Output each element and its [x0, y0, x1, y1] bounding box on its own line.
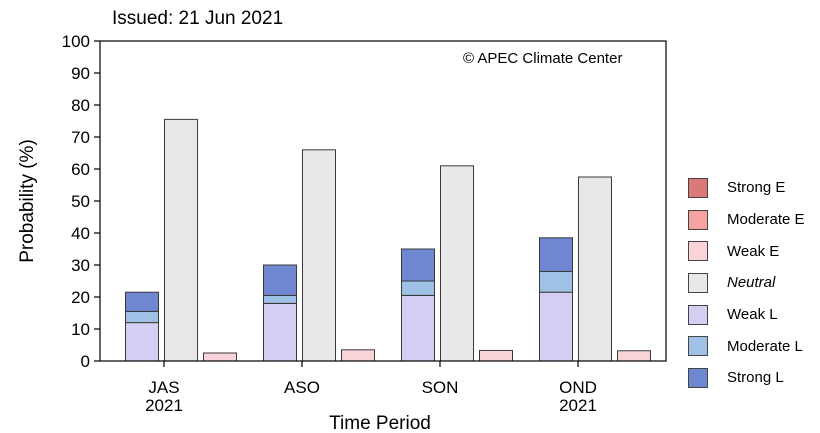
legend-label: Strong L [727, 369, 784, 387]
legend-swatch [688, 272, 708, 293]
x-tick-label: JAS [148, 378, 179, 397]
la-nina-bar-segment [401, 294, 435, 362]
legend-label: Moderate L [727, 337, 803, 355]
legend-swatch [688, 304, 708, 325]
legend-item-moderate-e: Moderate E [688, 204, 805, 236]
y-tick-label: 100 [62, 32, 90, 51]
legend-label: Weak L [727, 306, 778, 324]
la-nina-bar-segment [125, 322, 159, 362]
legend-swatch [688, 209, 708, 230]
y-tick-label: 20 [71, 288, 90, 307]
legend-swatch [688, 241, 708, 262]
legend-item-strong-e: Strong E [688, 172, 805, 204]
legend-label: Weak E [727, 242, 780, 260]
el-nino-bar-segment [341, 349, 375, 362]
la-nina-bar-segment [125, 310, 159, 324]
neutral-bar-segment [578, 176, 612, 362]
y-tick-label: 80 [71, 96, 90, 115]
legend-label: Moderate E [727, 211, 805, 229]
la-nina-bar-segment [263, 302, 297, 362]
legend-swatch [688, 336, 708, 357]
la-nina-bar-segment [539, 291, 573, 362]
x-axis-label: Time Period [329, 413, 431, 433]
neutral-bar-segment [164, 118, 198, 362]
y-tick-label: 30 [71, 256, 90, 275]
y-tick-label: 40 [71, 224, 90, 243]
neutral-bar-segment [440, 165, 474, 362]
legend-label: Strong E [727, 179, 786, 197]
la-nina-bar-segment [125, 291, 159, 312]
credit-text: © APEC Climate Center [463, 50, 623, 67]
neutral-bar-segment [302, 149, 336, 362]
la-nina-bar-segment [401, 280, 435, 296]
x-tick-label: OND [559, 378, 597, 397]
la-nina-bar-segment [401, 248, 435, 282]
legend-label: Neutral [727, 274, 776, 292]
x-tick-label: ASO [284, 378, 320, 397]
la-nina-bar-segment [539, 270, 573, 293]
y-tick-label: 90 [71, 64, 90, 83]
y-tick-label: 50 [71, 192, 90, 211]
el-nino-bar-segment [479, 349, 513, 362]
x-tick-label: SON [422, 378, 459, 397]
legend-swatch [688, 177, 708, 198]
x-tick-label: 2021 [559, 396, 597, 415]
legend-item-weak-e: Weak E [688, 235, 805, 267]
el-nino-bar-segment [617, 350, 651, 362]
y-tick-label: 70 [71, 128, 90, 147]
legend-item-moderate-l: Moderate L [688, 330, 805, 362]
legend: Strong E Moderate E Weak E Neutral Weak … [688, 172, 805, 394]
la-nina-bar-segment [539, 237, 573, 272]
legend-item-strong-l: Strong L [688, 362, 805, 394]
legend-item-neutral: Neutral [688, 267, 805, 299]
issued-date: Issued: 21 Jun 2021 [112, 8, 284, 29]
el-nino-bar-segment [203, 352, 237, 362]
y-tick-label: 60 [71, 160, 90, 179]
y-axis-label: Probability (%) [17, 139, 38, 263]
y-tick-label: 0 [81, 352, 90, 371]
legend-swatch [688, 367, 708, 388]
x-tick-label: 2021 [145, 396, 183, 415]
la-nina-bar-segment [263, 264, 297, 296]
la-nina-bar-segment [263, 294, 297, 304]
legend-item-weak-l: Weak L [688, 299, 805, 331]
y-tick-label: 10 [71, 320, 90, 339]
